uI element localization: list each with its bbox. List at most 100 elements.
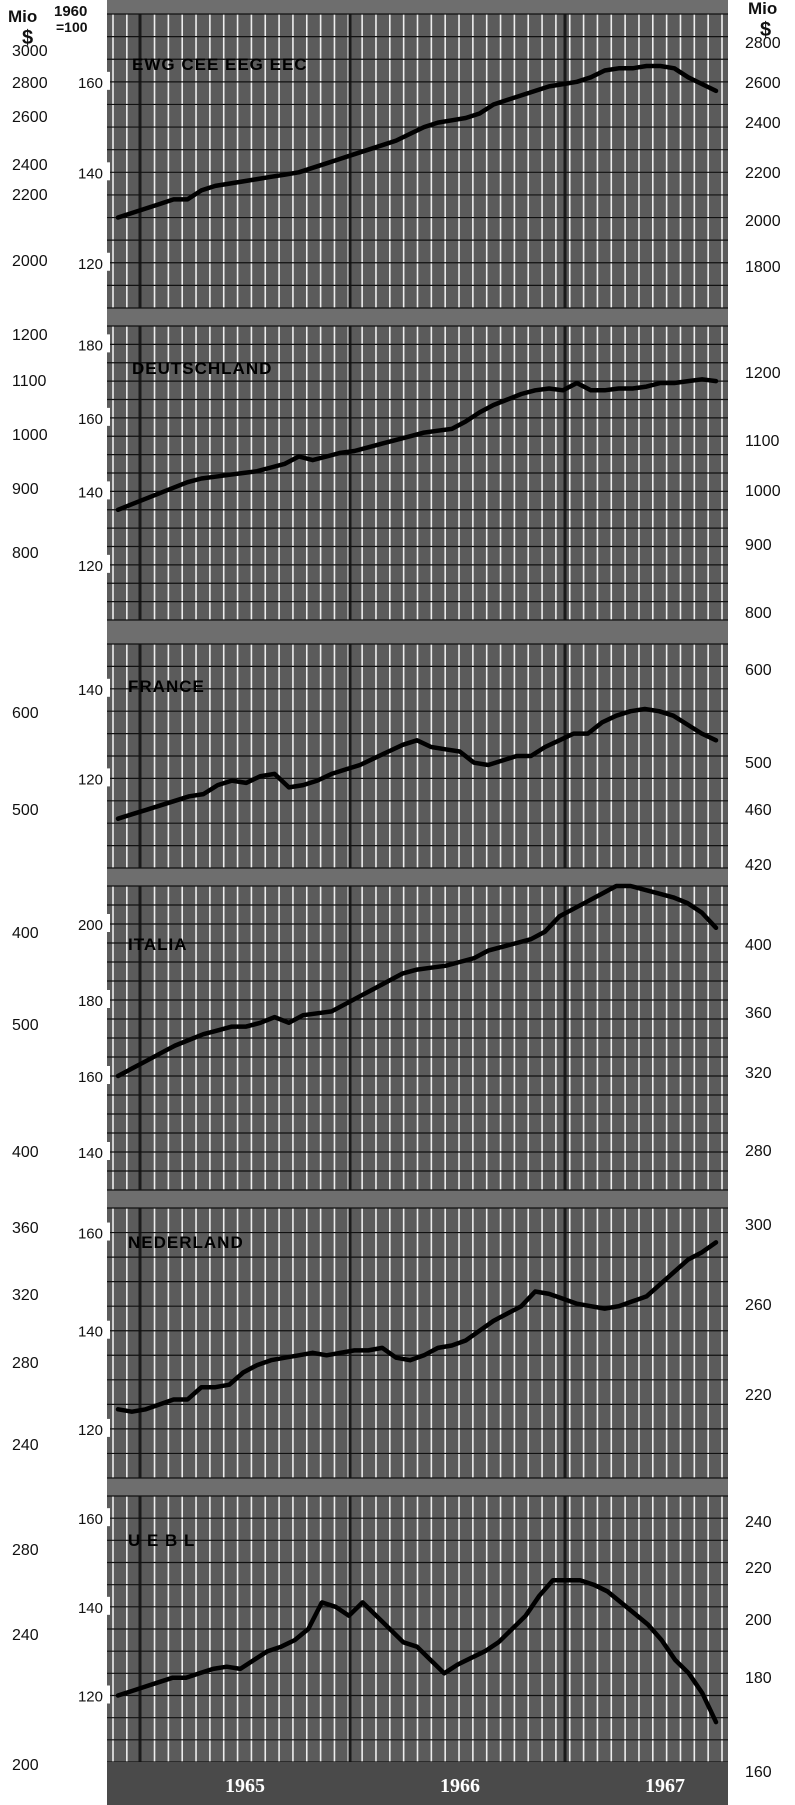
right-scale-label: 400: [745, 937, 772, 954]
left-scale-label: 1200: [12, 327, 48, 344]
index-tick-label: 140: [78, 1145, 103, 1162]
panel-2: 120 140 160 180 DEUTSCHLAND: [70, 325, 728, 621]
panel-title: FRANCE: [128, 677, 205, 696]
index-tick-bg: [70, 914, 110, 932]
right-unit-dollar: $: [760, 19, 771, 41]
index-tick-bg: [70, 1685, 110, 1704]
right-scale-label: 220: [745, 1387, 772, 1404]
index-tick-label: 140: [78, 682, 103, 699]
index-tick-bg: [70, 162, 110, 181]
index-tick-bg: [70, 1320, 110, 1339]
panel-title: ITALIA: [128, 935, 188, 954]
index-tick-label: 140: [78, 484, 103, 501]
index-base-value: =100: [56, 19, 88, 35]
right-scale-label: 1100: [745, 433, 780, 450]
panel-title: NEDERLAND: [128, 1233, 244, 1252]
left-scale-label: 360: [12, 1220, 39, 1237]
right-scale-label: 2200: [745, 165, 781, 182]
index-tick-bg: [70, 678, 110, 697]
right-scale-label: 300: [745, 1217, 772, 1234]
right-unit-mio: Mio: [748, 0, 777, 18]
right-scale-label: 360: [745, 1005, 772, 1022]
index-tick-label: 140: [78, 1600, 103, 1617]
index-tick-bg: [70, 1066, 110, 1084]
index-tick-bg: [70, 1222, 110, 1241]
index-tick-label: 120: [78, 558, 103, 575]
left-scale-label: 2400: [12, 157, 48, 174]
left-scale-label: 3000: [12, 43, 48, 60]
index-tick-label: 160: [78, 1226, 103, 1243]
right-scale-label: 1000: [745, 483, 781, 500]
left-scale-label: 900: [12, 481, 39, 498]
index-tick-label: 120: [78, 1689, 103, 1706]
chart-panels: 120 140 160 EWG CEE EEG EEC 3000 2800 2600 2400…: [12, 13, 781, 1781]
index-tick-bg: [70, 554, 110, 573]
left-scale-label: 400: [12, 1144, 39, 1161]
index-tick-bg: [70, 481, 110, 500]
x-axis-band: [107, 1762, 728, 1805]
index-tick-label: 160: [78, 75, 103, 92]
series-line: [115, 63, 719, 220]
left-scale-label: 240: [12, 1627, 39, 1644]
right-scale-label: 2800: [745, 35, 781, 52]
left-scale-label: 2600: [12, 109, 48, 126]
series-line: [115, 706, 719, 821]
x-tick-label: 1965: [225, 1775, 265, 1797]
left-scale-label: 600: [12, 705, 39, 722]
left-scale-label: 2800: [12, 75, 48, 92]
right-scale-label: 800: [745, 605, 772, 622]
right-scale-label: 180: [745, 1670, 772, 1687]
right-scale-label: 240: [745, 1514, 772, 1531]
panel-title: EWG CEE EEG EEC: [132, 55, 308, 74]
right-scale-label: 500: [745, 755, 772, 772]
left-scale-label: 1100: [12, 373, 47, 390]
right-scale-label: 1200: [745, 365, 781, 382]
left-scale-label: 1000: [12, 427, 48, 444]
right-scale-label: 460: [745, 802, 772, 819]
left-scale-label: 400: [12, 925, 39, 942]
right-scale-label: 260: [745, 1297, 772, 1314]
index-tick-label: 140: [78, 1324, 103, 1341]
index-tick-bg: [70, 71, 110, 90]
right-scale-label: 160: [745, 1764, 772, 1781]
index-tick-label: 120: [78, 256, 103, 273]
index-tick-label: 120: [78, 1422, 103, 1439]
series-line: [115, 377, 719, 513]
panel-6: 120 140 160 U E B L: [70, 1495, 728, 1763]
left-scale-label: 500: [12, 802, 39, 819]
left-scale-label: 800: [12, 545, 39, 562]
index-tick-bg: [70, 990, 110, 1008]
right-scale-label: 220: [745, 1560, 772, 1577]
left-unit-mio: Mio: [8, 7, 37, 26]
index-tick-label: 180: [78, 993, 103, 1010]
left-scale-label: 280: [12, 1542, 39, 1559]
panel-3: 120 140 FRANCE: [70, 643, 728, 869]
left-unit-dollar: $: [22, 27, 33, 49]
left-scale-label: 280: [12, 1355, 39, 1372]
index-tick-bg: [70, 334, 110, 353]
panel-title: U E B L: [128, 1531, 195, 1550]
series-line: [115, 1240, 719, 1414]
panel-5: 120 140 160 NEDERLAND: [70, 1207, 728, 1479]
index-tick-bg: [70, 407, 110, 426]
left-scale-label: 2200: [12, 187, 48, 204]
index-tick-label: 180: [78, 337, 103, 354]
x-tick-label: 1967: [645, 1775, 685, 1797]
right-scale-label: 420: [745, 857, 772, 874]
right-scale-label: 320: [745, 1065, 772, 1082]
right-scale-label: 280: [745, 1143, 772, 1160]
index-tick-label: 160: [78, 1069, 103, 1086]
left-scale-label: 320: [12, 1287, 39, 1304]
series-line: [115, 1577, 719, 1725]
index-tick-label: 160: [78, 411, 103, 428]
chart-header: Mio $ 1960 =100 Mio $: [8, 0, 777, 49]
panel-4: 140 160 180 200 ITALIA: [70, 883, 728, 1191]
right-scale-label: 2400: [745, 115, 781, 132]
panel-1: 120 140 160 EWG CEE EEG EEC: [70, 13, 728, 309]
index-tick-label: 200: [78, 917, 103, 934]
index-tick-label: 120: [78, 771, 103, 788]
x-axis: 1965 1966 1967: [107, 1762, 728, 1805]
index-tick-bg: [70, 1596, 110, 1615]
left-scale-label: 200: [12, 1757, 39, 1774]
